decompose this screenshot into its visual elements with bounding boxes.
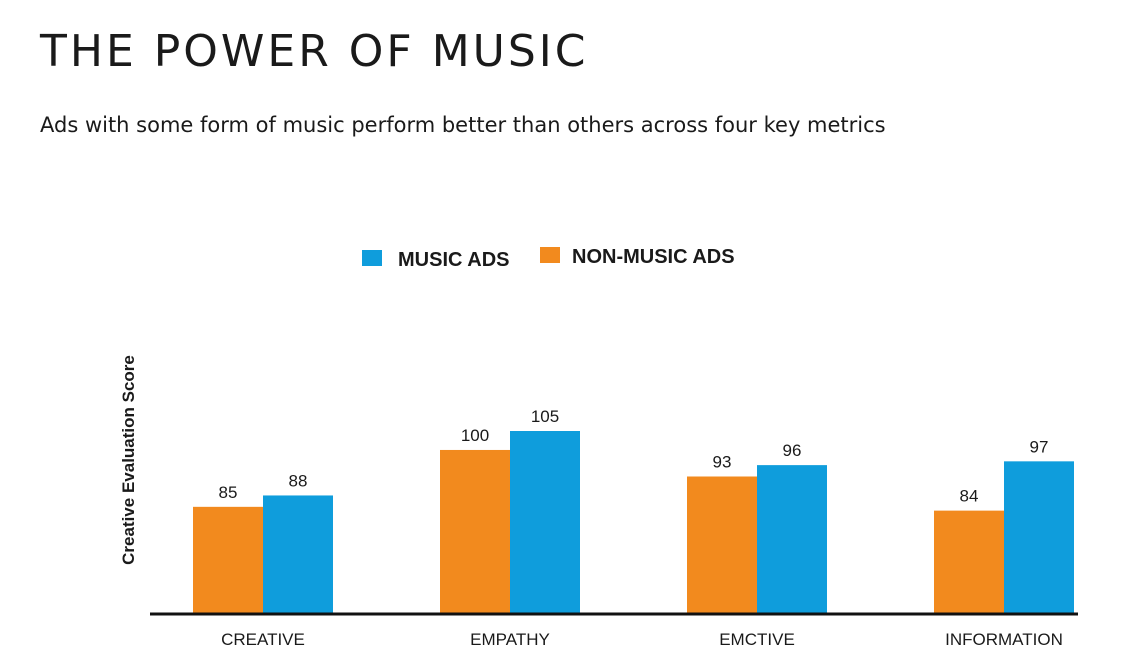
data-label-non-music-ads-emctive: 93: [713, 453, 732, 472]
data-label-music-ads-information: 97: [1030, 437, 1049, 456]
legend-swatch-music: [362, 250, 382, 266]
data-label-music-ads-emctive: 96: [783, 441, 802, 460]
data-label-music-ads-creative: 88: [289, 471, 308, 490]
x-tick-label-information: INFORMATION: [945, 630, 1063, 649]
bar-music-ads-creative: [263, 495, 333, 613]
data-label-non-music-ads-creative: 85: [219, 483, 238, 502]
legend-label-music: MUSIC ADS: [398, 249, 509, 271]
chart-subtitle: Ads with some form of music perform bett…: [40, 113, 886, 137]
legend-label-non-music: NON-MUSIC ADS: [572, 246, 735, 268]
y-axis-label: Creative Evaluation Score: [119, 355, 138, 565]
x-tick-label-creative: CREATIVE: [221, 630, 305, 649]
bar-music-ads-emctive: [757, 465, 827, 613]
bars-group: [193, 431, 1074, 613]
data-label-non-music-ads-information: 84: [960, 487, 979, 506]
bar-music-ads-empathy: [510, 431, 580, 613]
legend: MUSIC ADS NON-MUSIC ADS: [362, 246, 735, 271]
x-tick-labels-group: CREATIVE EMPATHY EMCTIVE INFORMATION: [221, 630, 1063, 649]
legend-swatch-non-music: [540, 247, 560, 263]
x-tick-label-emctive: EMCTIVE: [719, 630, 795, 649]
x-tick-label-empathy: EMPATHY: [470, 630, 550, 649]
data-label-non-music-ads-empathy: 100: [461, 426, 489, 445]
chart-title: THE POWER OF MUSIC: [40, 26, 589, 77]
bar-non-music-ads-information: [934, 510, 1004, 613]
data-labels-group: 85 88 100 105 93 96 84 97: [219, 407, 1049, 506]
bar-non-music-ads-empathy: [440, 449, 510, 613]
bar-music-ads-information: [1004, 461, 1074, 613]
data-label-music-ads-empathy: 105: [531, 407, 559, 426]
bar-non-music-ads-emctive: [687, 476, 757, 613]
bar-non-music-ads-creative: [193, 506, 263, 613]
